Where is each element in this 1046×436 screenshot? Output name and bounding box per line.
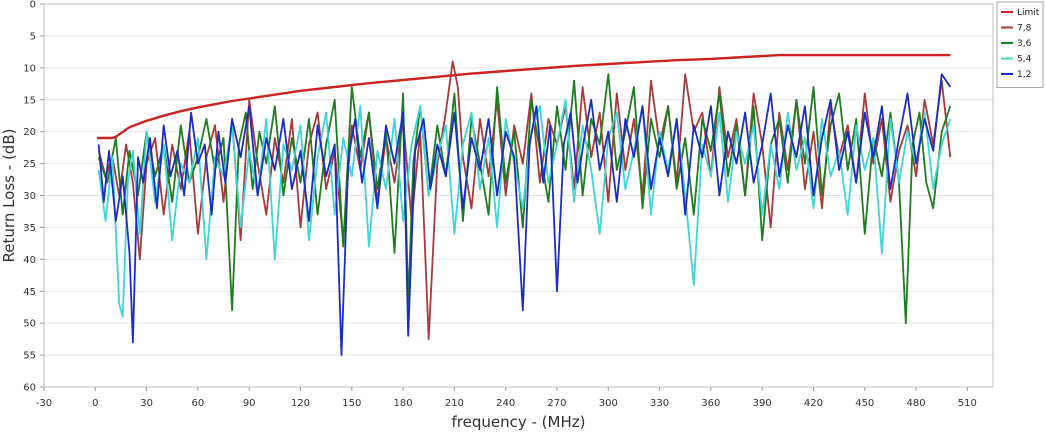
legend: Limit 7,8 3,6 5,4 1,2	[996, 1, 1044, 88]
x-tick-label: 450	[855, 398, 874, 409]
y-tick-label: 30	[23, 191, 36, 202]
y-tick-label: 25	[23, 159, 36, 170]
x-axis-title: frequency - (MHz)	[452, 413, 586, 431]
y-tick-label: 40	[23, 255, 36, 266]
x-tick-label: 270	[547, 398, 566, 409]
y-tick-label: 45	[23, 287, 36, 298]
legend-label: 7,8	[1017, 24, 1032, 34]
x-tick-label: 90	[243, 398, 256, 409]
y-tick-label: 15	[23, 95, 36, 106]
y-tick-label: 20	[23, 127, 36, 138]
x-tick-label: 480	[907, 398, 926, 409]
x-tick-label: 510	[958, 398, 977, 409]
x-tick-label: 360	[701, 398, 720, 409]
legend-label: 1,2	[1017, 70, 1031, 80]
series-line-limit	[97, 53, 951, 140]
x-tick-label: 120	[291, 398, 310, 409]
y-tick-label: 55	[23, 351, 36, 362]
series-layer	[97, 53, 952, 357]
y-tick-label: 0	[30, 0, 36, 11]
x-tick-label: 30	[140, 398, 153, 409]
y-tick-label: 50	[23, 319, 36, 330]
y-axis-title: Return Loss - (dB)	[0, 129, 18, 263]
y-tick-label: 60	[23, 383, 36, 394]
y-tick-label: 5	[30, 31, 36, 42]
x-tick-label: 210	[445, 398, 464, 409]
x-tick-label: 300	[599, 398, 618, 409]
series-line-1-2	[97, 73, 952, 357]
x-tick-label: 330	[650, 398, 669, 409]
y-tick-label: 35	[23, 223, 36, 234]
x-tick-label: 150	[342, 398, 361, 409]
x-tick-label: 60	[192, 398, 205, 409]
x-tick-label: 180	[394, 398, 413, 409]
x-tick-label: 420	[804, 398, 823, 409]
y-tick-label: 10	[23, 63, 36, 74]
x-tick-label: 0	[92, 398, 98, 409]
legend-label: 3,6	[1017, 39, 1032, 49]
x-tick-label: 240	[496, 398, 515, 409]
legend-label: 5,4	[1017, 55, 1032, 65]
legend-label: Limit	[1017, 8, 1040, 18]
x-tick-label: 390	[753, 398, 772, 409]
grid-layer	[44, 3, 993, 388]
x-tick-label: -30	[36, 398, 52, 409]
series-line-3-6	[97, 73, 952, 325]
